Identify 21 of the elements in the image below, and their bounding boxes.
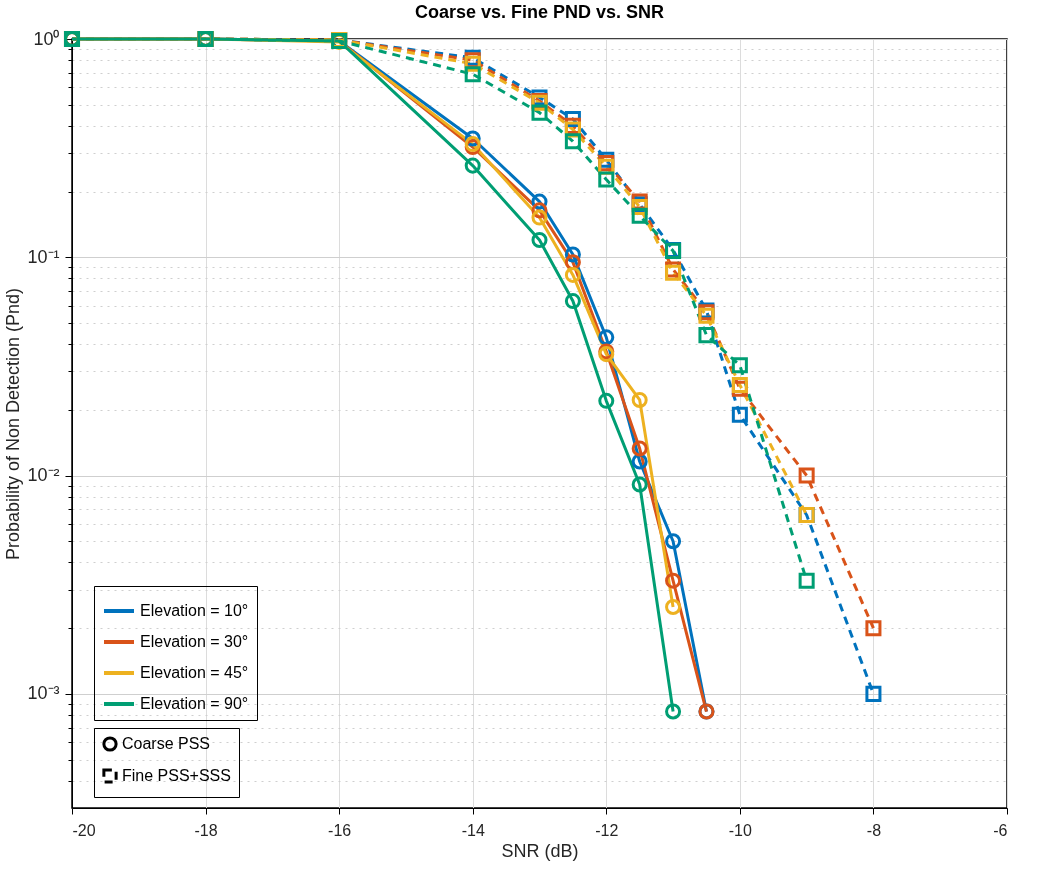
legend-label: Elevation = 10° [140, 602, 249, 619]
y-tick-label: 10⁻³ [27, 683, 60, 704]
x-tick-label: -18 [194, 821, 218, 839]
legend-label: Coarse PSS [122, 735, 211, 752]
legend-label: Elevation = 30° [140, 633, 249, 650]
y-tick-label: 10⁻² [27, 465, 60, 486]
x-tick-label: -20 [72, 821, 96, 839]
x-tick-label: -10 [728, 821, 753, 839]
legend-label: Elevation = 90° [140, 695, 249, 712]
x-tick-label: -14 [461, 821, 485, 839]
y-tick-label: 10⁻¹ [27, 246, 60, 267]
y-tick-label: 10⁰ [33, 28, 60, 49]
x-axis-title: SNR (dB) [501, 840, 579, 861]
chart-title: Coarse vs. Fine PND vs. SNR [414, 2, 665, 23]
x-tick-label: -8 [866, 821, 882, 839]
legend-label: Elevation = 45° [140, 664, 249, 681]
x-tick-label: -16 [328, 821, 352, 839]
x-tick-label: -6 [993, 821, 1008, 839]
x-tick-label: -12 [595, 821, 619, 839]
legend-label: Fine PSS+SSS [122, 767, 231, 784]
y-axis-title: Probability of Non Detection (Pnd) [3, 287, 24, 561]
